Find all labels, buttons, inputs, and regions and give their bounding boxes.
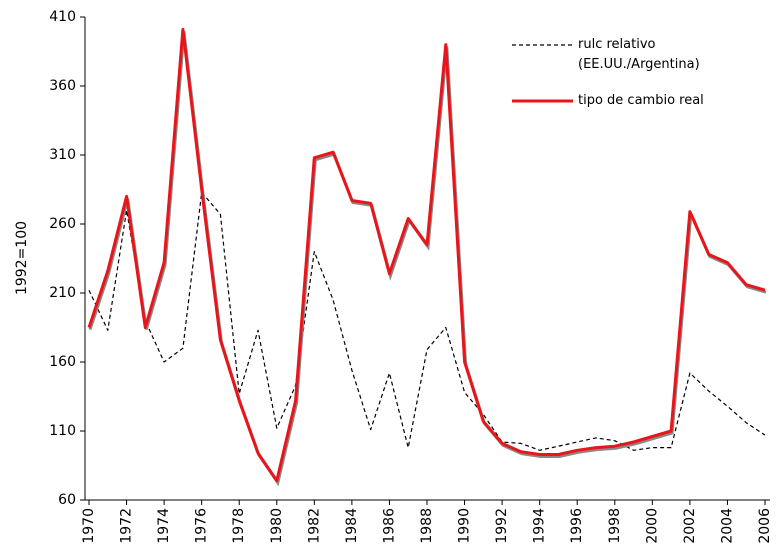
x-tick-label: 1994 <box>532 508 548 544</box>
x-tick-label: 1974 <box>156 508 172 544</box>
x-tick-label: 2000 <box>644 508 660 544</box>
y-tick-label: 260 <box>49 216 76 232</box>
y-tick-label: 360 <box>49 78 76 94</box>
line <box>87 27 766 483</box>
y-tick-label: 110 <box>49 423 76 439</box>
y-tick-label: 60 <box>58 492 76 508</box>
x-tick-label: 2006 <box>757 508 773 544</box>
x-tick-label: 1980 <box>269 508 285 544</box>
x-tick-label: 1972 <box>119 508 135 544</box>
x-tick-label: 1970 <box>81 508 97 544</box>
x-tick-label: 1992 <box>494 508 510 544</box>
y-tick-label: 160 <box>49 354 76 370</box>
legend-label: tipo de cambio real <box>578 93 704 108</box>
x-tick-label: 1990 <box>457 508 473 544</box>
x-tick-label: 1982 <box>306 508 322 544</box>
x-tick-label: 1988 <box>419 508 435 544</box>
x-tick-label: 2004 <box>719 508 735 544</box>
x-tick-label: 1998 <box>607 508 623 544</box>
x-tick-label: 1984 <box>344 508 360 544</box>
y-axis-label: 1992=100 <box>14 221 30 295</box>
y-tick-label: 410 <box>49 9 76 25</box>
legend-label: rulc relativo (EE.UU./Argentina) <box>578 37 700 72</box>
x-tick-label: 1978 <box>231 508 247 544</box>
y-tick-label: 310 <box>49 147 76 163</box>
x-tick-label: 1976 <box>194 508 210 544</box>
x-tick-label: 2002 <box>682 508 698 544</box>
y-tick-label: 210 <box>49 285 76 301</box>
x-tick-label: 1986 <box>381 508 397 544</box>
x-tick-label: 1996 <box>569 508 585 544</box>
